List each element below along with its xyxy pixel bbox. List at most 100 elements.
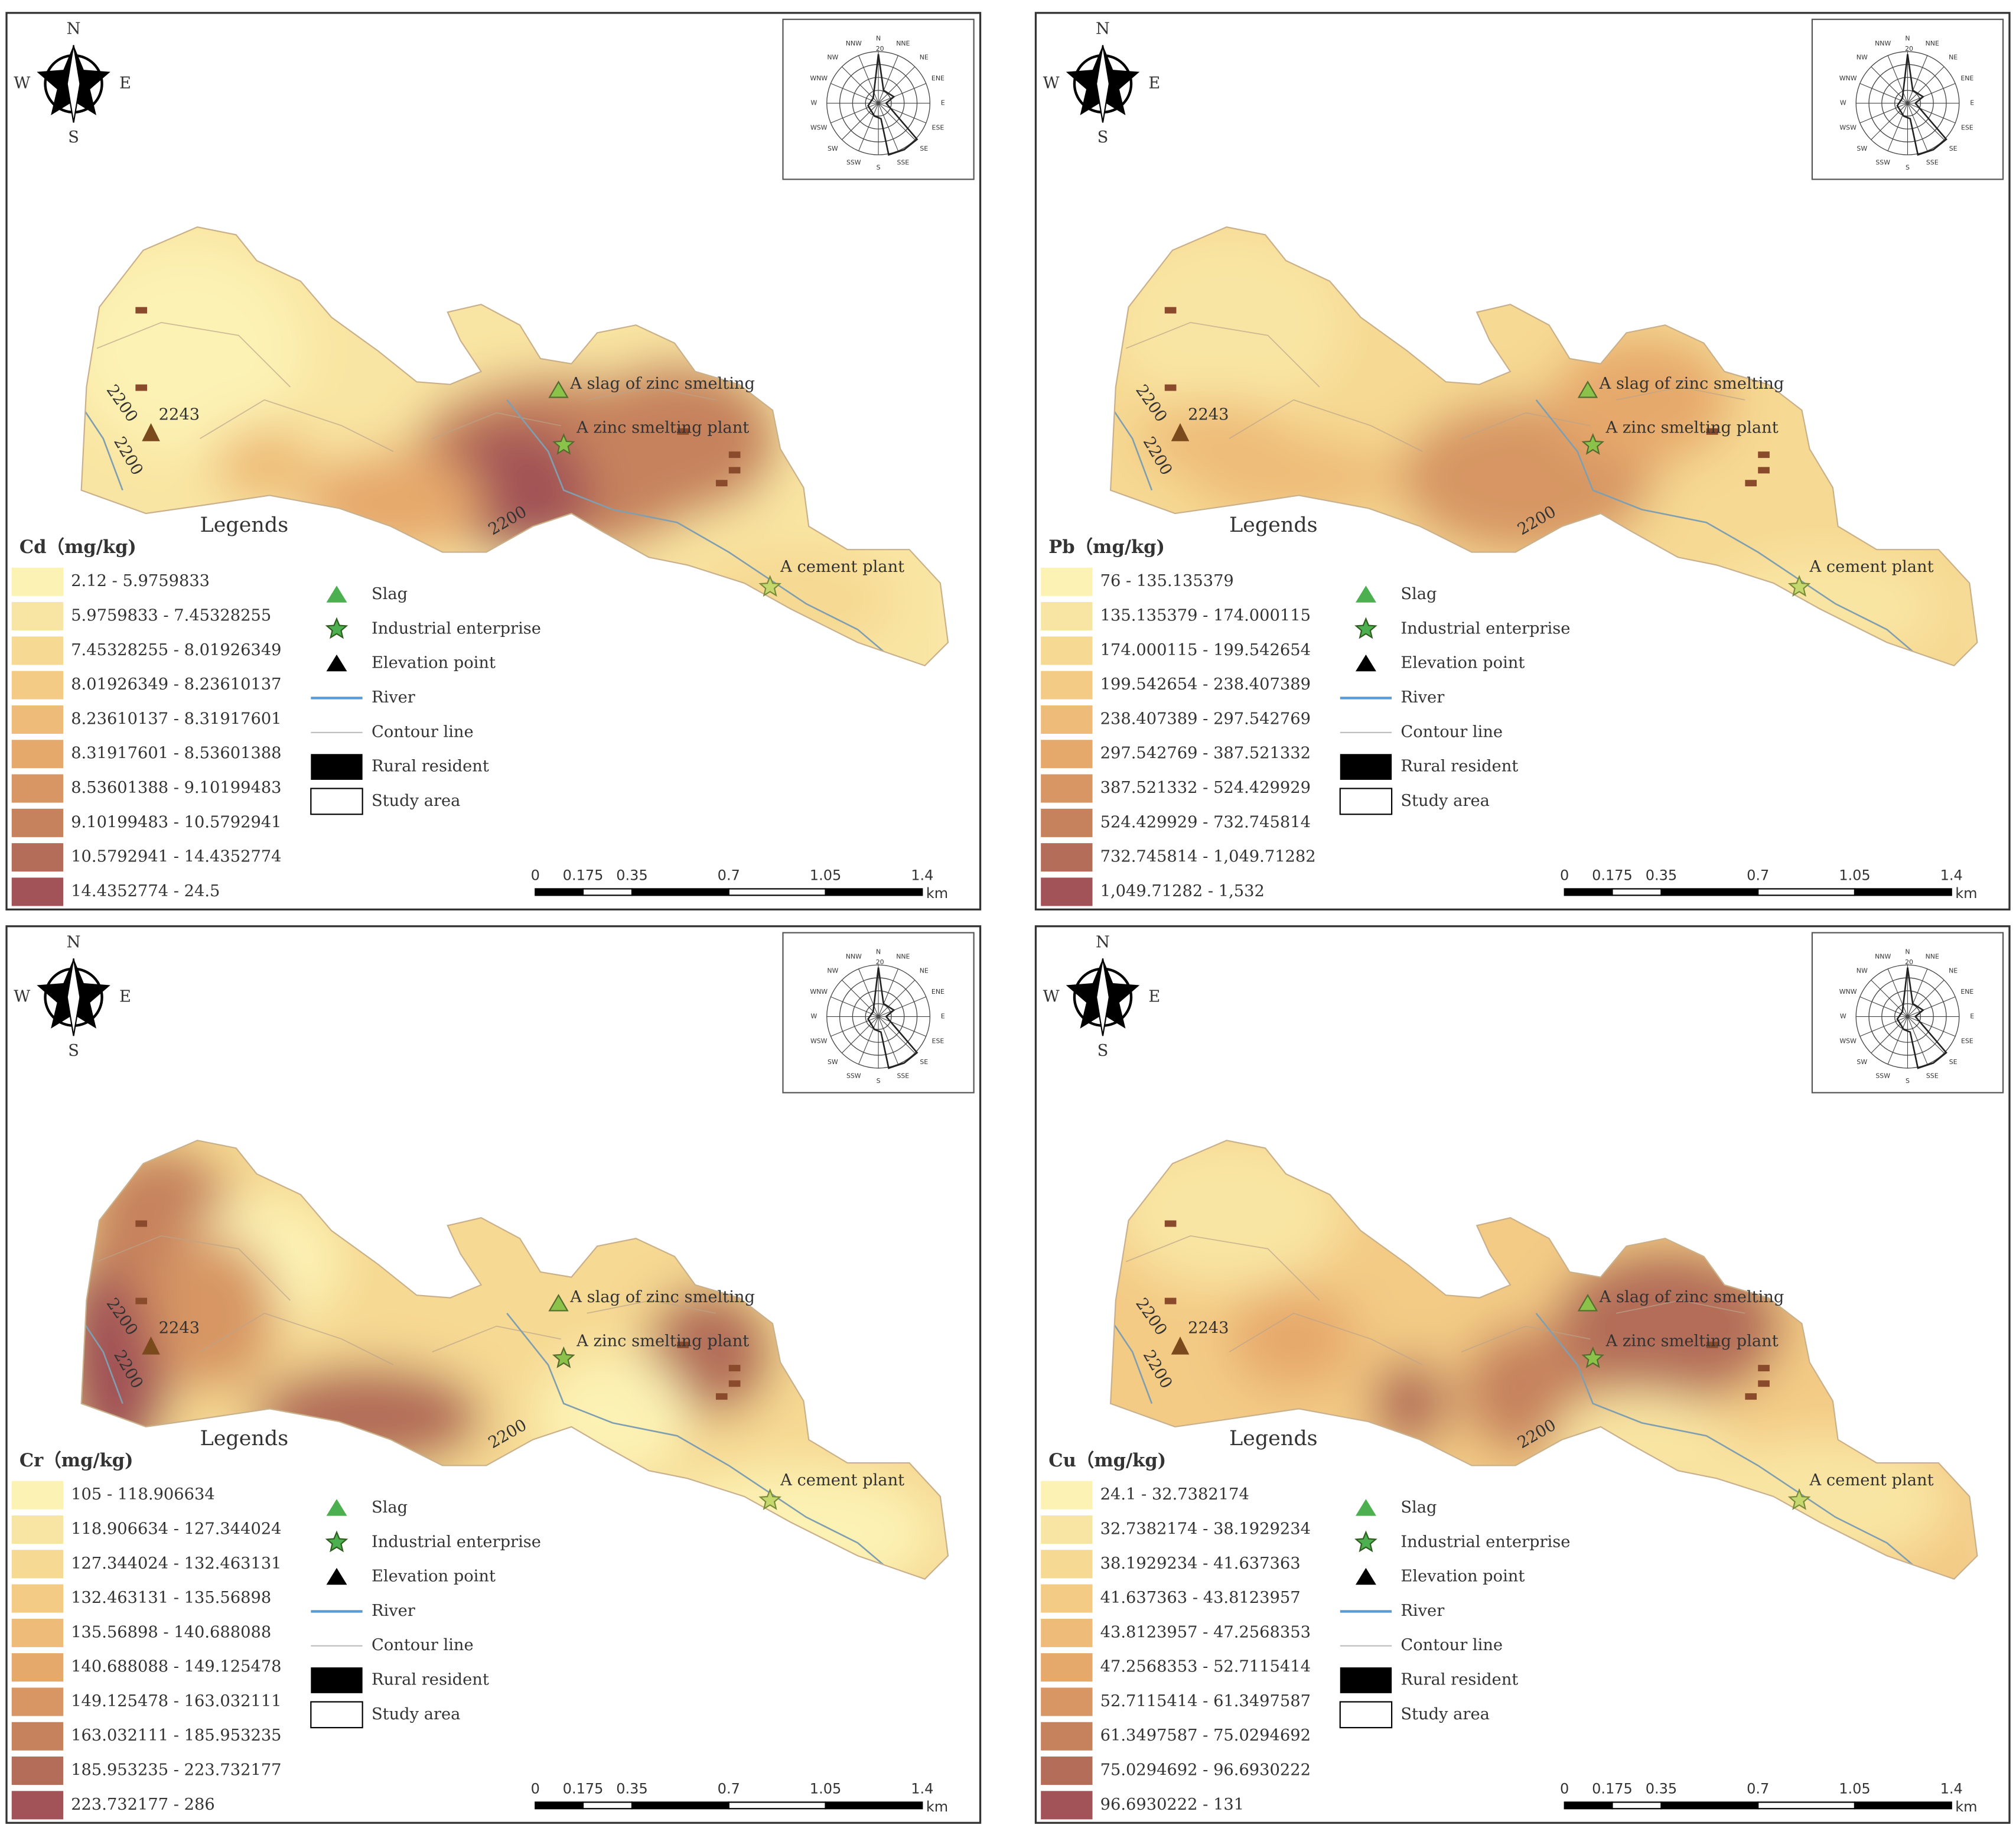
elevation-marker [142, 423, 160, 441]
legend-item-label: Slag [1401, 585, 1437, 603]
legends-heading: Legends [200, 1427, 289, 1450]
rural-resident [677, 428, 689, 435]
slag-marker [1577, 1294, 1598, 1312]
legend-swatch [1041, 1550, 1093, 1579]
rural-resident [1758, 1380, 1770, 1387]
legend-class-label: 8.53601388 - 9.10199483 [71, 779, 281, 797]
compass-label: S [68, 128, 79, 147]
legend-swatch [1041, 1757, 1093, 1785]
wind-spoke [830, 103, 879, 123]
wind-direction: SSW [1875, 159, 1890, 167]
legend-item-label: Industrial enterprise [1401, 619, 1570, 637]
legend-item-label: Rural resident [372, 757, 489, 776]
legend-swatch [11, 1584, 64, 1613]
legend-item-label: Contour line [1401, 723, 1503, 741]
legend-item-label: Study area [372, 1705, 461, 1723]
wind-direction: W [810, 99, 817, 107]
legend-item-label: Study area [372, 792, 461, 810]
legend-class-label: 297.542769 - 387.521332 [1100, 744, 1311, 763]
river [81, 1313, 123, 1404]
wind-spoke [1907, 996, 1956, 1017]
scale-label: 1.05 [1839, 867, 1870, 884]
compass-label: E [119, 987, 131, 1006]
wind-rose: N NNE NE ENE E ESE SE SSE S SSW SW WSW W WNW NW NNW 20 [1839, 35, 1974, 171]
wind-spoke [830, 1016, 879, 1037]
place-label: A zinc smelting plant [576, 1332, 749, 1350]
legend-icon [1355, 1567, 1376, 1585]
wind-spoke [1907, 1016, 1928, 1065]
enterprise-marker [1581, 1346, 1605, 1368]
place-label: A zinc smelting plant [576, 418, 749, 437]
legends-heading: Legends [1229, 1427, 1318, 1450]
legend-swatch [11, 567, 64, 596]
wind-direction: W [1840, 99, 1846, 107]
contour-line [200, 399, 394, 453]
rural-resident [1758, 451, 1770, 458]
legend-swatch [1041, 843, 1093, 872]
compass-label: W [14, 74, 30, 92]
legend-item-label: Elevation point [372, 654, 496, 672]
wind-spoke [1907, 980, 1945, 1017]
legend-item-label: Rural resident [1401, 757, 1518, 776]
wind-direction: WSW [810, 1037, 828, 1045]
legend-item-label: Study area [1401, 792, 1490, 810]
river [1535, 399, 1939, 666]
scale-segment [1660, 1801, 1759, 1810]
wind-direction: NNW [1875, 40, 1891, 47]
legend-class-label: 1,049.71282 - 1,532 [1100, 882, 1265, 900]
wind-rose: N NNE NE ENE E ESE SE SSE S SSW SW WSW W WNW NW NNW 20 [1839, 948, 1974, 1084]
wind-direction: E [1970, 99, 1974, 107]
place-label: A slag of zinc smelting [569, 1288, 755, 1306]
wind-direction: ESE [1961, 1037, 1973, 1045]
wind-direction: ENE [1960, 988, 1973, 996]
compass-label: S [68, 1042, 79, 1060]
compass-label: N [1096, 933, 1110, 952]
map-panel: A slag of zinc smelting A zinc smelting p… [1034, 925, 2011, 1824]
wind-spoke [1907, 1016, 1956, 1037]
compass: N W E S [14, 20, 131, 147]
scale-segment [825, 888, 923, 896]
legend-swatch [11, 1618, 64, 1647]
wind-spoke [1907, 103, 1928, 151]
legend-item-label: Industrial enterprise [372, 1533, 541, 1551]
scale-segment [1611, 1801, 1662, 1810]
wind-spoke [1871, 103, 1908, 140]
scale-unit: km [1955, 1798, 1977, 1815]
wind-direction: WNW [810, 988, 828, 996]
contour-line [432, 412, 562, 440]
compass-label: E [119, 74, 131, 92]
compass-label: E [1148, 987, 1160, 1006]
compass-star [66, 958, 81, 1036]
elevation-label: 2243 [159, 1319, 200, 1337]
legend-swatch [1041, 1653, 1093, 1682]
wind-direction: S [877, 164, 881, 171]
wind-direction: SSW [846, 1072, 861, 1079]
wind-direction: ESE [932, 1037, 945, 1045]
wind-frequency [1896, 967, 1947, 1069]
scale-label: 1.4 [1940, 1780, 1963, 1797]
legend-icon [1355, 654, 1376, 672]
legend-swatch [1041, 705, 1093, 734]
wind-spoke [858, 1016, 879, 1065]
legend-icon [1340, 1667, 1392, 1693]
scale-segment [728, 888, 826, 896]
wind-direction: SSE [897, 1072, 909, 1079]
wind-direction: ESE [1961, 123, 1973, 131]
river [506, 1312, 910, 1579]
wind-direction: SSE [1926, 159, 1939, 167]
legend-class-label: 174.000115 - 199.542654 [1100, 641, 1311, 659]
rural-resident [1164, 1220, 1177, 1227]
legend-swatch [1041, 1618, 1093, 1647]
legend-class-label: 132.463131 - 135.56898 [71, 1589, 271, 1607]
legend-icon [325, 617, 349, 639]
wind-direction: E [941, 1013, 945, 1020]
compass-label: S [1097, 1042, 1109, 1060]
compass-star [1095, 45, 1110, 123]
wind-direction: W [1840, 1013, 1846, 1020]
enterprise-marker [758, 575, 781, 597]
legend-icon [311, 1667, 363, 1693]
legend-swatch [11, 1687, 64, 1716]
place-label: A cement plant [780, 558, 904, 576]
legend-icon [325, 1530, 349, 1553]
legend-swatch [11, 705, 64, 734]
